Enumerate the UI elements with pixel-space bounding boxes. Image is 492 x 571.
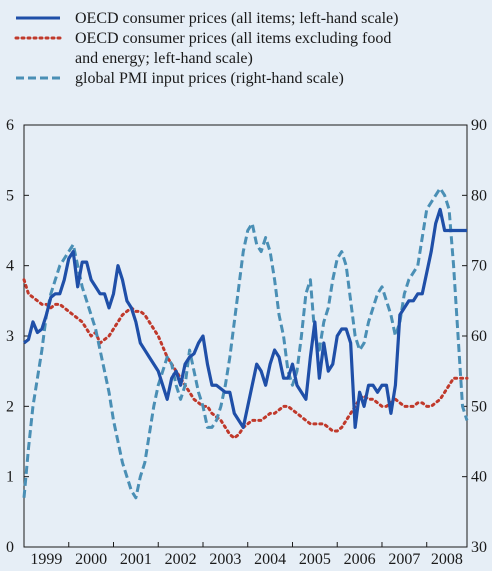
- left-axis-tick-label: 6: [6, 117, 14, 134]
- left-axis-tick-label: 5: [6, 187, 14, 204]
- left-axis-tick-label: 4: [6, 258, 14, 275]
- series-line-cpi_all: [23, 207, 467, 430]
- right-axis-tick-label: 30: [471, 539, 487, 556]
- x-axis-tick-label: 2002: [165, 551, 197, 568]
- series-line-pmi: [22, 186, 469, 500]
- left-axis-tick-label: 2: [6, 398, 14, 415]
- right-axis-tick-label: 60: [471, 328, 487, 345]
- right-axis-tick-label: 90: [471, 117, 487, 134]
- right-axis-tick-label: 80: [471, 187, 487, 204]
- right-axis-tick-label: 50: [471, 398, 487, 415]
- x-axis-tick-label: 1999: [30, 551, 62, 568]
- legend-label-pmi: global PMI input prices (right-hand scal…: [75, 70, 344, 87]
- x-axis-tick-label: 2005: [299, 551, 331, 568]
- left-axis-tick-label: 0: [6, 539, 14, 556]
- legend-label-cpi_core: OECD consumer prices (all items excludin…: [75, 30, 391, 47]
- x-axis-tick-label: 2006: [344, 551, 376, 568]
- x-axis-tick-label: 2008: [431, 551, 463, 568]
- x-axis-tick-label: 2000: [75, 551, 107, 568]
- right-axis-tick-label: 40: [471, 469, 487, 486]
- left-axis-tick-label: 1: [6, 469, 14, 486]
- legend-label-cpi_all: OECD consumer prices (all items; left-ha…: [75, 10, 398, 27]
- x-axis-tick-label: 2001: [120, 551, 152, 568]
- right-axis-tick-label: 70: [471, 258, 487, 275]
- left-axis-tick-label: 3: [6, 328, 14, 345]
- x-axis-tick-label: 2004: [254, 551, 286, 568]
- legend-label-cpi_core: and energy; left-hand scale): [75, 50, 253, 67]
- x-axis-tick-label: 2003: [209, 551, 241, 568]
- plot-area: 0 1 2 3 4 5 6 30 40 50 60 70 80 90 1999 2000 2001 2002 200…: [6, 117, 487, 568]
- x-axis-tick-label: 2007: [388, 551, 420, 568]
- legend: OECD consumer prices (all items; left-ha…: [14, 10, 398, 87]
